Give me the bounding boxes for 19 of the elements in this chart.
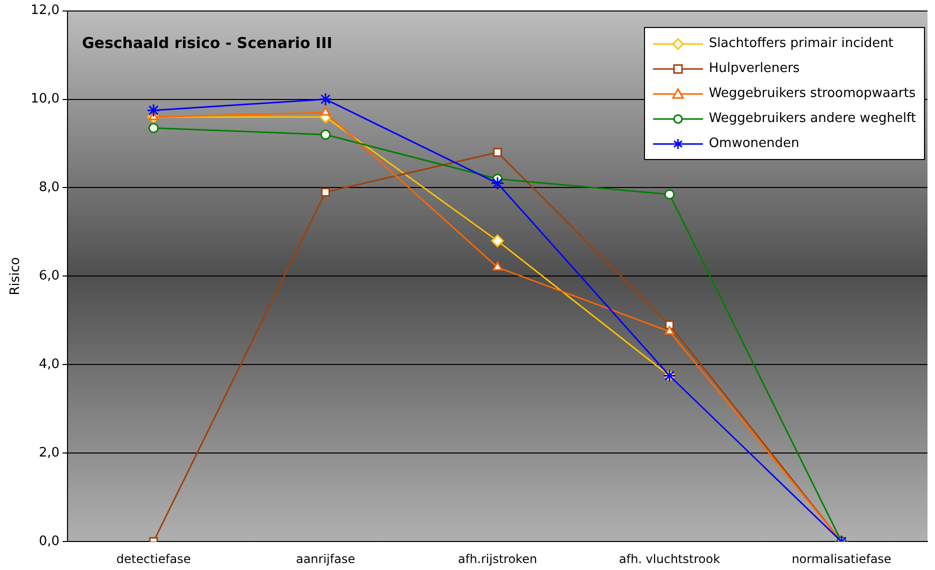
y-tick-label: 4,0	[38, 357, 60, 372]
x-tick-label: normalisatiefase	[792, 552, 892, 566]
legend-label: Omwonenden	[708, 136, 800, 151]
legend-label: Weggebruikers andere weghelft	[708, 111, 916, 126]
y-tick-label: 0,0	[38, 534, 60, 549]
text: Geschaald risico - Scenario III	[82, 34, 332, 52]
legend-label: Weggebruikers stroomopwaarts	[708, 86, 916, 101]
y-tick-label: 2,0	[38, 446, 60, 461]
y-tick-label: 12,0	[30, 3, 60, 18]
y-tick-label: 6,0	[38, 268, 60, 284]
y-tick-label: 8,0	[38, 180, 60, 196]
x-tick-label: afh.rijstroken	[458, 552, 538, 566]
x-tick-label: detectiefase	[116, 552, 191, 566]
x-tick-label: afh. vluchtstrook	[619, 552, 720, 566]
y-axis-title: Risico	[8, 257, 24, 296]
y-tick-label: 10,0	[30, 92, 60, 107]
x-tick-label: aanrijfase	[296, 552, 356, 566]
legend-label: Hulpverleners	[708, 61, 800, 76]
legend-label: Slachtoffers primair incident	[708, 36, 894, 51]
